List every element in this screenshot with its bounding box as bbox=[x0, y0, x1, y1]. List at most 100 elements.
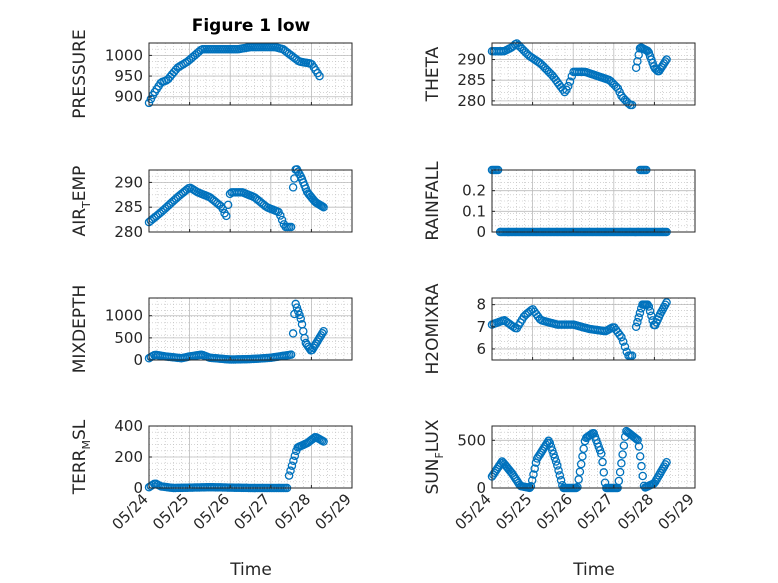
data-point bbox=[553, 461, 562, 470]
y-axis-label: THETA bbox=[423, 46, 443, 102]
y-tick-label: 0 bbox=[133, 479, 143, 497]
subplot-h2omixra: 6 7 8 H2OMIXRA bbox=[423, 283, 696, 375]
data-point bbox=[293, 307, 303, 316]
data-point bbox=[289, 456, 298, 466]
y-tick-label: 500 bbox=[114, 329, 143, 347]
data-point bbox=[634, 313, 643, 322]
data-point bbox=[661, 57, 670, 66]
y-tick-label: 0 bbox=[476, 223, 486, 241]
data-point bbox=[632, 434, 641, 444]
data-point bbox=[634, 442, 644, 451]
axes-box bbox=[148, 297, 353, 361]
data-point bbox=[291, 299, 300, 309]
data-point bbox=[530, 464, 539, 473]
data-point bbox=[546, 442, 556, 451]
y-axis-label: RAINFALL bbox=[423, 161, 443, 241]
y-axis-label: MIXDEPTH bbox=[70, 285, 90, 374]
data-point bbox=[578, 452, 587, 461]
y-axis-label: AIRTEMP bbox=[70, 166, 93, 237]
subplot-terr_msl: 0 200 400 TERRMSL 05/2405/2505/2605/2705/280… bbox=[70, 417, 355, 533]
data-point bbox=[295, 310, 304, 320]
data-point bbox=[554, 466, 563, 475]
data-point bbox=[633, 317, 642, 327]
x-axis-label-right: Time bbox=[572, 560, 615, 580]
data-point bbox=[527, 476, 537, 485]
x-tick-label: 05/24 bbox=[452, 490, 495, 533]
data-point bbox=[284, 471, 294, 480]
data-point bbox=[286, 350, 296, 359]
data-point bbox=[309, 343, 318, 353]
data-point bbox=[635, 308, 645, 318]
data-point bbox=[575, 467, 585, 477]
data-point bbox=[316, 331, 326, 340]
x-tick-label: 05/24 bbox=[109, 490, 152, 533]
y-tick-label: 285 bbox=[114, 198, 143, 216]
data-point bbox=[644, 302, 654, 311]
axes-box bbox=[148, 169, 353, 233]
data-point bbox=[565, 77, 575, 86]
data-point bbox=[619, 441, 629, 450]
data-point bbox=[222, 211, 231, 221]
data-point bbox=[548, 446, 557, 455]
data-point bbox=[292, 303, 302, 312]
data-point bbox=[579, 444, 588, 453]
data-point bbox=[598, 457, 607, 467]
x-tick-label: 05/27 bbox=[230, 490, 273, 533]
y-tick-label: 6 bbox=[476, 340, 486, 358]
y-tick-label: 400 bbox=[114, 417, 143, 435]
data-point bbox=[277, 215, 287, 225]
data-point bbox=[618, 337, 628, 346]
data-point bbox=[319, 326, 328, 336]
data-point bbox=[627, 351, 637, 360]
y-tick-label: 0 bbox=[133, 351, 143, 369]
data-point bbox=[556, 476, 566, 485]
data-point bbox=[617, 332, 626, 342]
data-point bbox=[311, 339, 321, 348]
data-point bbox=[286, 222, 296, 232]
y-tick-label: 0.1 bbox=[462, 202, 486, 220]
data-point bbox=[617, 459, 626, 468]
data-point bbox=[550, 453, 560, 463]
subplot-air_temp: 280 285 290 AIRTEMP bbox=[70, 165, 353, 241]
y-tick-label: 280 bbox=[114, 223, 143, 241]
y-tick-label: 290 bbox=[114, 173, 143, 191]
data-point bbox=[638, 471, 647, 481]
axes-box bbox=[148, 42, 353, 106]
data-point bbox=[545, 438, 555, 448]
data-point bbox=[319, 202, 328, 212]
y-tick-label: 290 bbox=[457, 51, 486, 69]
y-tick-label: 7 bbox=[476, 318, 486, 336]
y-tick-label: 285 bbox=[457, 71, 486, 89]
data-point bbox=[276, 211, 285, 220]
x-tick-label: 05/26 bbox=[190, 490, 233, 533]
data-point bbox=[290, 451, 300, 461]
x-tick-label: 05/29 bbox=[312, 490, 355, 533]
data-point bbox=[630, 433, 640, 443]
x-tick-label: 05/28 bbox=[614, 490, 657, 533]
data-point bbox=[618, 450, 627, 459]
data-point bbox=[288, 183, 298, 192]
data-point bbox=[620, 342, 630, 352]
data-point bbox=[526, 482, 536, 491]
subplot-sun_flux: 0 500 SUNFLUX 05/2405/2505/2605/2705/2805/2… bbox=[423, 419, 698, 533]
data-point bbox=[319, 437, 328, 446]
data-point bbox=[573, 482, 582, 492]
data-point bbox=[551, 457, 561, 466]
y-tick-label: 950 bbox=[114, 67, 143, 85]
y-tick-label: 0.2 bbox=[462, 182, 486, 200]
data-point bbox=[549, 449, 558, 459]
data-point bbox=[314, 335, 323, 344]
subplot-mixdepth: 0 500 1000 MIXDEPTH bbox=[70, 285, 353, 374]
axes-box bbox=[491, 42, 696, 106]
data-point bbox=[288, 329, 298, 338]
y-tick-label: 8 bbox=[476, 296, 486, 314]
data-point bbox=[631, 322, 641, 332]
x-tick-label: 05/27 bbox=[573, 490, 616, 533]
data-point bbox=[576, 459, 586, 469]
data-point bbox=[662, 457, 671, 467]
data-point bbox=[563, 81, 573, 91]
x-axis-label-left: Time bbox=[229, 560, 272, 580]
data-point bbox=[615, 330, 624, 340]
data-point bbox=[218, 204, 227, 214]
y-tick-label: 500 bbox=[457, 431, 486, 449]
